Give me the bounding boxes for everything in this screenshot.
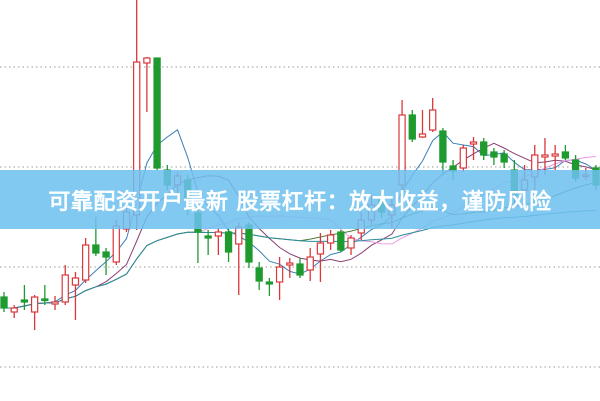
candle-body <box>306 256 314 271</box>
banner-text: 可靠配资开户最新 股票杠杆：放大收益，谨防风险 <box>48 189 552 215</box>
candle-body <box>490 151 498 158</box>
candle-body <box>255 267 263 282</box>
candle-body <box>265 281 274 285</box>
candle-body <box>245 224 253 263</box>
candle-body <box>469 141 478 145</box>
candle-body <box>275 266 284 283</box>
candle-body <box>337 231 345 251</box>
candle-body <box>500 153 508 163</box>
candle-body <box>10 307 18 313</box>
candle-body <box>326 234 335 244</box>
candle-body <box>418 133 427 138</box>
candle-body <box>429 109 437 131</box>
candle-body <box>480 141 488 156</box>
candle-body <box>408 114 416 140</box>
candle-body <box>153 57 161 169</box>
candle-body <box>92 244 100 254</box>
candle-body <box>143 57 151 64</box>
candle-body <box>81 244 90 281</box>
candle-body <box>316 242 325 255</box>
candle-body <box>102 251 110 258</box>
candle-body <box>51 301 59 305</box>
candle-body <box>347 237 355 249</box>
candle-body <box>41 298 49 302</box>
candle-body <box>224 231 233 253</box>
candle-body <box>214 231 223 237</box>
candle-body <box>551 153 559 157</box>
candle-body <box>235 226 243 245</box>
candle-body <box>459 147 467 169</box>
candle-body <box>61 274 69 303</box>
candle-body <box>561 151 570 159</box>
candle-body <box>20 299 29 303</box>
candle-body <box>112 225 120 263</box>
candle-body <box>30 296 39 313</box>
candle-body <box>0 296 8 309</box>
candle-body <box>204 235 212 239</box>
candle-body <box>71 277 80 286</box>
candle-body <box>541 154 549 158</box>
candle-body <box>296 263 304 276</box>
title-banner: 可靠配资开户最新 股票杠杆：放大收益，谨防风险 <box>0 170 600 229</box>
candle-body <box>439 130 447 163</box>
candle-body <box>286 262 294 266</box>
